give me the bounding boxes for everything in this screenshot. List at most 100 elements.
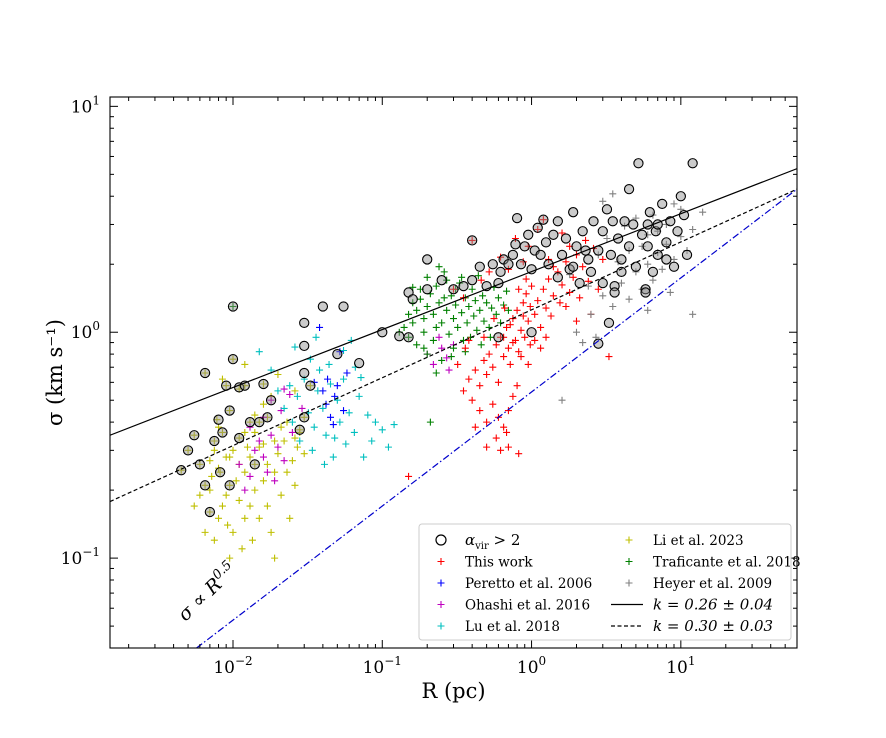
point-this-work bbox=[468, 396, 476, 404]
point-alpha-vir bbox=[217, 427, 228, 438]
point-lu-et-al-2018 bbox=[286, 382, 294, 390]
point-traficante-et-al-2018 bbox=[452, 301, 460, 309]
point-alpha-vir bbox=[540, 237, 552, 248]
point-traficante-et-al-2018 bbox=[413, 306, 421, 314]
point-alpha-vir bbox=[258, 378, 269, 390]
point-li-et-al-2023 bbox=[259, 380, 267, 388]
point-alpha-vir bbox=[467, 275, 478, 286]
point-ohashi-et-al-2016 bbox=[288, 428, 296, 436]
point-peretto-et-al-2006 bbox=[329, 421, 337, 429]
series-lu-et-al-2018 bbox=[255, 333, 398, 468]
point-alpha-vir bbox=[332, 348, 343, 360]
point-alpha-vir bbox=[640, 287, 651, 298]
point-this-work bbox=[515, 285, 523, 293]
point-traficante-et-al-2018 bbox=[405, 333, 413, 341]
point-alpha-vir bbox=[603, 317, 615, 329]
point-this-work bbox=[522, 290, 530, 298]
point-traficante-et-al-2018 bbox=[229, 302, 237, 310]
point-lu-et-al-2018 bbox=[336, 418, 344, 426]
point-li-et-al-2023 bbox=[229, 355, 237, 363]
point-li-et-al-2023 bbox=[277, 423, 285, 431]
point-traficante-et-al-2018 bbox=[429, 336, 437, 344]
point-lu-et-al-2018 bbox=[371, 418, 379, 426]
point-heyer-et-al-2009 bbox=[644, 231, 652, 239]
point-li-et-al-2023 bbox=[177, 466, 185, 474]
point-this-work bbox=[513, 306, 521, 314]
point-alpha-vir bbox=[507, 249, 519, 261]
point-ohashi-et-al-2016 bbox=[445, 366, 453, 374]
legend-label: Heyer et al. 2009 bbox=[653, 576, 772, 592]
point-lu-et-al-2018 bbox=[312, 333, 320, 341]
point-traficante-et-al-2018 bbox=[467, 333, 475, 341]
point-traficante-et-al-2018 bbox=[423, 350, 431, 358]
point-this-work bbox=[503, 323, 511, 331]
point-this-work bbox=[545, 275, 553, 283]
point-ohashi-et-al-2016 bbox=[298, 404, 306, 412]
point-alpha-vir bbox=[607, 216, 618, 227]
point-traficante-et-al-2018 bbox=[440, 268, 448, 276]
point-li-et-al-2023 bbox=[184, 446, 192, 454]
point-traficante-et-al-2018 bbox=[443, 306, 451, 314]
point-li-et-al-2023 bbox=[291, 434, 299, 442]
point-li-et-al-2023 bbox=[280, 437, 288, 445]
legend-item-peretto-et-al-2006: Peretto et al. 2006 bbox=[437, 576, 592, 592]
point-this-work bbox=[531, 336, 539, 344]
point-traficante-et-al-2018 bbox=[504, 306, 512, 314]
point-alpha-vir bbox=[199, 480, 211, 491]
point-alpha-vir bbox=[262, 412, 273, 423]
point-li-et-al-2023 bbox=[291, 481, 299, 489]
point-li-et-al-2023 bbox=[286, 514, 294, 522]
point-this-work bbox=[562, 258, 570, 266]
point-alpha-vir bbox=[436, 275, 447, 286]
point-peretto-et-al-2006 bbox=[324, 375, 332, 383]
x-tick-label: 101 bbox=[666, 654, 695, 678]
point-this-work bbox=[476, 407, 484, 415]
point-traficante-et-al-2018 bbox=[423, 273, 431, 281]
point-alpha-vir bbox=[299, 412, 310, 423]
point-lu-et-al-2018 bbox=[310, 423, 318, 431]
legend-item-ohashi-et-al-2016: Ohashi et al. 2016 bbox=[437, 598, 590, 614]
point-heyer-et-al-2009 bbox=[609, 190, 617, 198]
point-this-work bbox=[537, 323, 545, 331]
point-alpha-vir bbox=[338, 301, 349, 312]
point-ohashi-et-al-2016 bbox=[241, 486, 249, 494]
point-ohashi-et-al-2016 bbox=[259, 453, 267, 461]
point-traficante-et-al-2018 bbox=[432, 282, 440, 290]
point-heyer-et-al-2009 bbox=[617, 279, 625, 287]
point-alpha-vir bbox=[552, 216, 563, 227]
point-li-et-al-2023 bbox=[251, 460, 259, 468]
point-li-et-al-2023 bbox=[201, 481, 209, 489]
point-li-et-al-2023 bbox=[208, 472, 216, 480]
point-alpha-vir bbox=[623, 241, 635, 252]
point-alpha-vir bbox=[189, 430, 200, 441]
dashed-line bbox=[110, 188, 797, 503]
legend-plus-marker bbox=[625, 579, 633, 587]
legend-box bbox=[418, 523, 792, 641]
point-li-et-al-2023 bbox=[201, 528, 209, 536]
point-traficante-et-al-2018 bbox=[438, 319, 446, 327]
legend-item-k-0-26-0-04: k = 0.26 ± 0.04 bbox=[611, 596, 773, 614]
x-tick-label: 10−2 bbox=[213, 654, 252, 678]
point-li-et-al-2023 bbox=[235, 434, 243, 442]
legend-item-k-0-30-0-03: k = 0.30 ± 0.03 bbox=[611, 617, 773, 635]
point-ohashi-et-al-2016 bbox=[251, 446, 259, 454]
point-this-work bbox=[509, 339, 517, 347]
point-alpha-vir bbox=[640, 284, 651, 295]
point-li-et-al-2023 bbox=[283, 468, 291, 476]
point-alpha-vir bbox=[209, 435, 220, 447]
point-this-work bbox=[517, 353, 525, 361]
series-li-et-al-2023 bbox=[177, 355, 314, 562]
point-this-work bbox=[494, 378, 502, 386]
point-heyer-et-al-2009 bbox=[699, 208, 707, 216]
legend-item-this-work: This work bbox=[437, 555, 533, 571]
point-this-work bbox=[542, 333, 550, 341]
point-lu-et-al-2018 bbox=[378, 426, 386, 434]
point-alpha-vir bbox=[535, 249, 546, 261]
point-alpha-vir bbox=[213, 414, 224, 425]
point-li-et-al-2023 bbox=[206, 486, 214, 494]
point-ohashi-et-al-2016 bbox=[255, 437, 263, 445]
legend-plus-marker bbox=[625, 558, 633, 565]
point-this-work bbox=[534, 225, 542, 233]
point-alpha-vir bbox=[299, 367, 310, 379]
point-alpha-vir bbox=[668, 261, 680, 272]
